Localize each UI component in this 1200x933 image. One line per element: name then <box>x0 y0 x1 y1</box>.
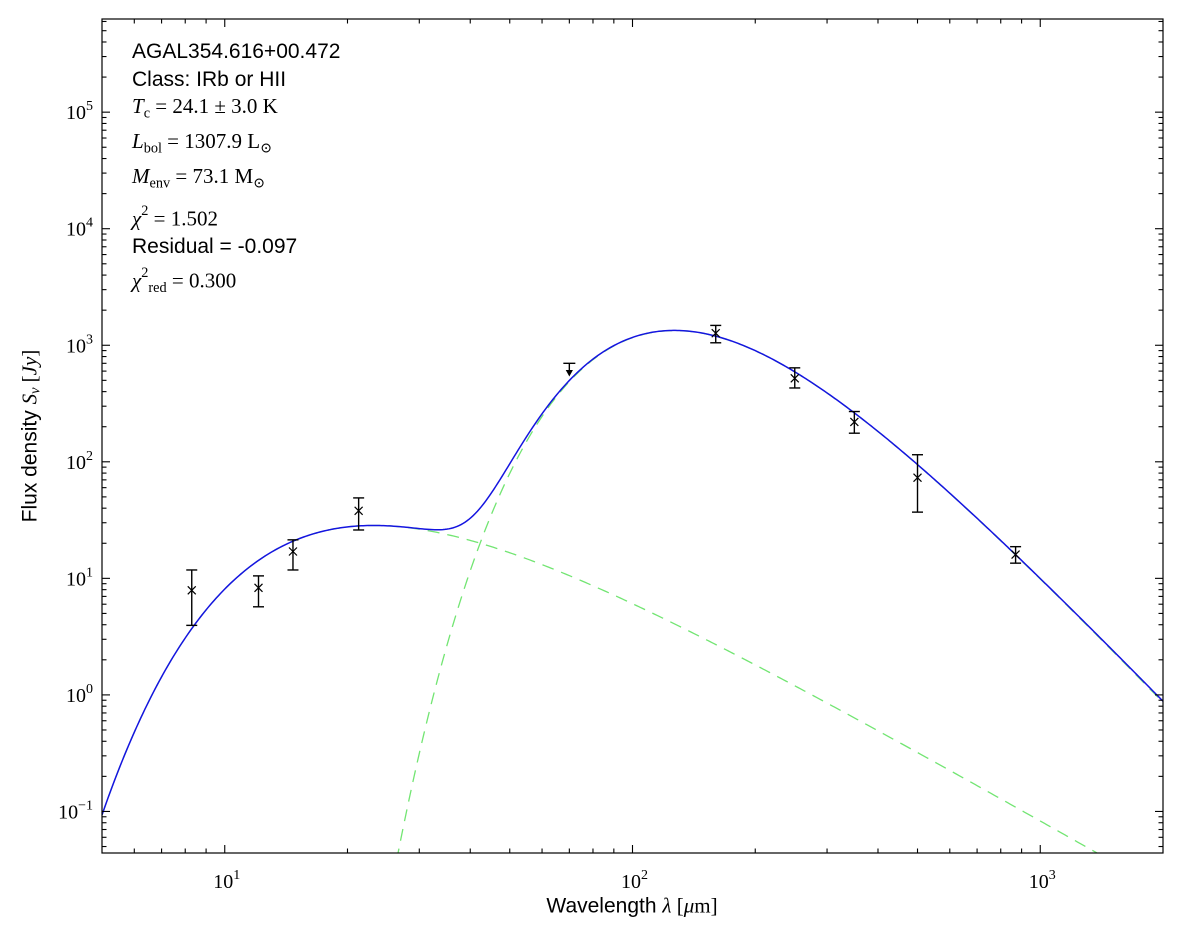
data-point <box>353 497 365 531</box>
annotation-line: χ2red = 0.300 <box>132 260 340 302</box>
text-part: ⊙ <box>260 140 273 157</box>
text-part: 2 <box>141 202 149 219</box>
y-tick-label: 10−1 <box>58 798 93 823</box>
text-part: bol <box>143 140 162 157</box>
data-point <box>253 575 265 608</box>
annotation-line: Residual = -0.097 <box>132 233 340 261</box>
data-point <box>1010 545 1022 564</box>
text-part: Wavelength <box>546 894 663 918</box>
text-part: = 1.502 <box>148 206 218 231</box>
x-tick-label: 101 <box>213 868 240 893</box>
text-part: χ <box>132 268 142 293</box>
annotation-line: AGAL354.616+00.472 <box>132 38 340 66</box>
data-point <box>789 367 801 389</box>
text-part: 2 <box>141 265 149 282</box>
data-point <box>287 539 299 571</box>
y-tick-label: 100 <box>66 682 93 707</box>
text-part: [ <box>671 893 684 918</box>
text-part: [ <box>17 375 42 388</box>
x-axis-label: Wavelength λ [μm] <box>546 894 717 919</box>
text-part: M <box>132 163 150 188</box>
text-part: Class: IRb or HII <box>132 67 287 91</box>
text-part: ν <box>27 387 44 394</box>
text-part: χ <box>132 206 142 231</box>
upper-limit-marker <box>563 362 576 377</box>
text-part: = 1307.9 L <box>161 128 261 153</box>
x-tick-label: 102 <box>621 868 648 893</box>
text-part: AGAL354.616+00.472 <box>132 40 341 63</box>
data-point <box>912 454 924 513</box>
model-curves <box>102 329 1163 853</box>
annotation-line: Lbol = 1307.9 L⊙ <box>132 128 340 163</box>
text-part: = 24.1 ± 3.0 K <box>150 94 278 118</box>
y-tick-label: 101 <box>66 565 93 590</box>
y-tick-label: 104 <box>66 216 93 241</box>
text-part: red <box>148 279 167 296</box>
y-tick-label: 105 <box>66 99 93 124</box>
warm-component-curve <box>102 524 1099 853</box>
axis-ticks <box>102 19 1163 853</box>
text-part: Residual = -0.097 <box>132 234 298 258</box>
text-part: Flux density <box>18 404 42 523</box>
text-part: = 0.300 <box>166 268 237 293</box>
text-part: S <box>17 393 42 405</box>
text-part: env <box>149 175 171 192</box>
data-point <box>710 324 722 344</box>
total-model-curve <box>102 329 1163 816</box>
text-part: T <box>132 94 144 118</box>
text-part: m] <box>694 893 718 918</box>
y-tick-label: 102 <box>66 449 93 474</box>
source-info-annotation: AGAL354.616+00.472 Class: IRb or HII Tc = … <box>132 38 340 302</box>
text-part: μ <box>683 893 695 918</box>
data-points <box>186 324 1022 627</box>
annotation-line: χ2 = 1.502 <box>132 198 340 233</box>
y-tick-label: 103 <box>66 332 93 357</box>
annotation-line: Menv = 73.1 M⊙ <box>132 163 340 198</box>
annotation-line: Class: IRb or HII <box>132 66 340 94</box>
text-part: Jy <box>17 356 42 376</box>
text-part: L <box>132 128 144 153</box>
x-tick-label: 103 <box>1029 868 1056 893</box>
cold-component-curve <box>397 329 1163 853</box>
text-part: = 73.1 M <box>170 163 254 188</box>
text-part: ] <box>17 349 42 357</box>
annotation-line: Tc = 24.1 ± 3.0 K <box>132 93 340 128</box>
text-part: c <box>143 105 151 122</box>
text-part: ⊙ <box>253 175 266 192</box>
data-point <box>186 569 198 627</box>
text-part: λ <box>662 893 672 918</box>
data-point <box>848 410 860 434</box>
y-axis-label: Flux density Sν [Jy] <box>18 350 45 523</box>
